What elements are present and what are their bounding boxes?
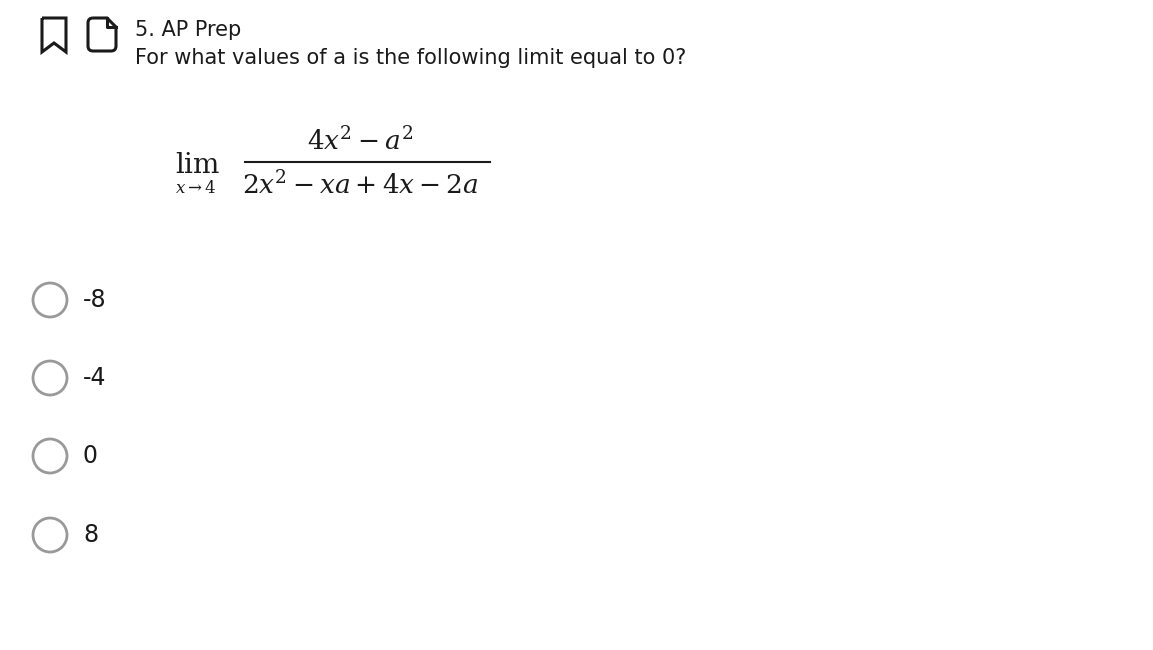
Text: $x \to 4$: $x \to 4$ (175, 179, 217, 197)
Text: -8: -8 (83, 288, 106, 312)
Text: For what values of a is the following limit equal to 0?: For what values of a is the following li… (135, 48, 686, 68)
Text: $\mathrm{lim}$: $\mathrm{lim}$ (175, 151, 220, 179)
Text: 5. AP Prep: 5. AP Prep (135, 20, 241, 40)
Text: $4x^2 - a^2$: $4x^2 - a^2$ (307, 128, 413, 156)
Text: 8: 8 (83, 523, 98, 547)
Text: -4: -4 (83, 366, 106, 390)
Text: 0: 0 (83, 444, 98, 468)
Text: $2x^2 - xa + 4x - 2a$: $2x^2 - xa + 4x - 2a$ (242, 172, 478, 200)
